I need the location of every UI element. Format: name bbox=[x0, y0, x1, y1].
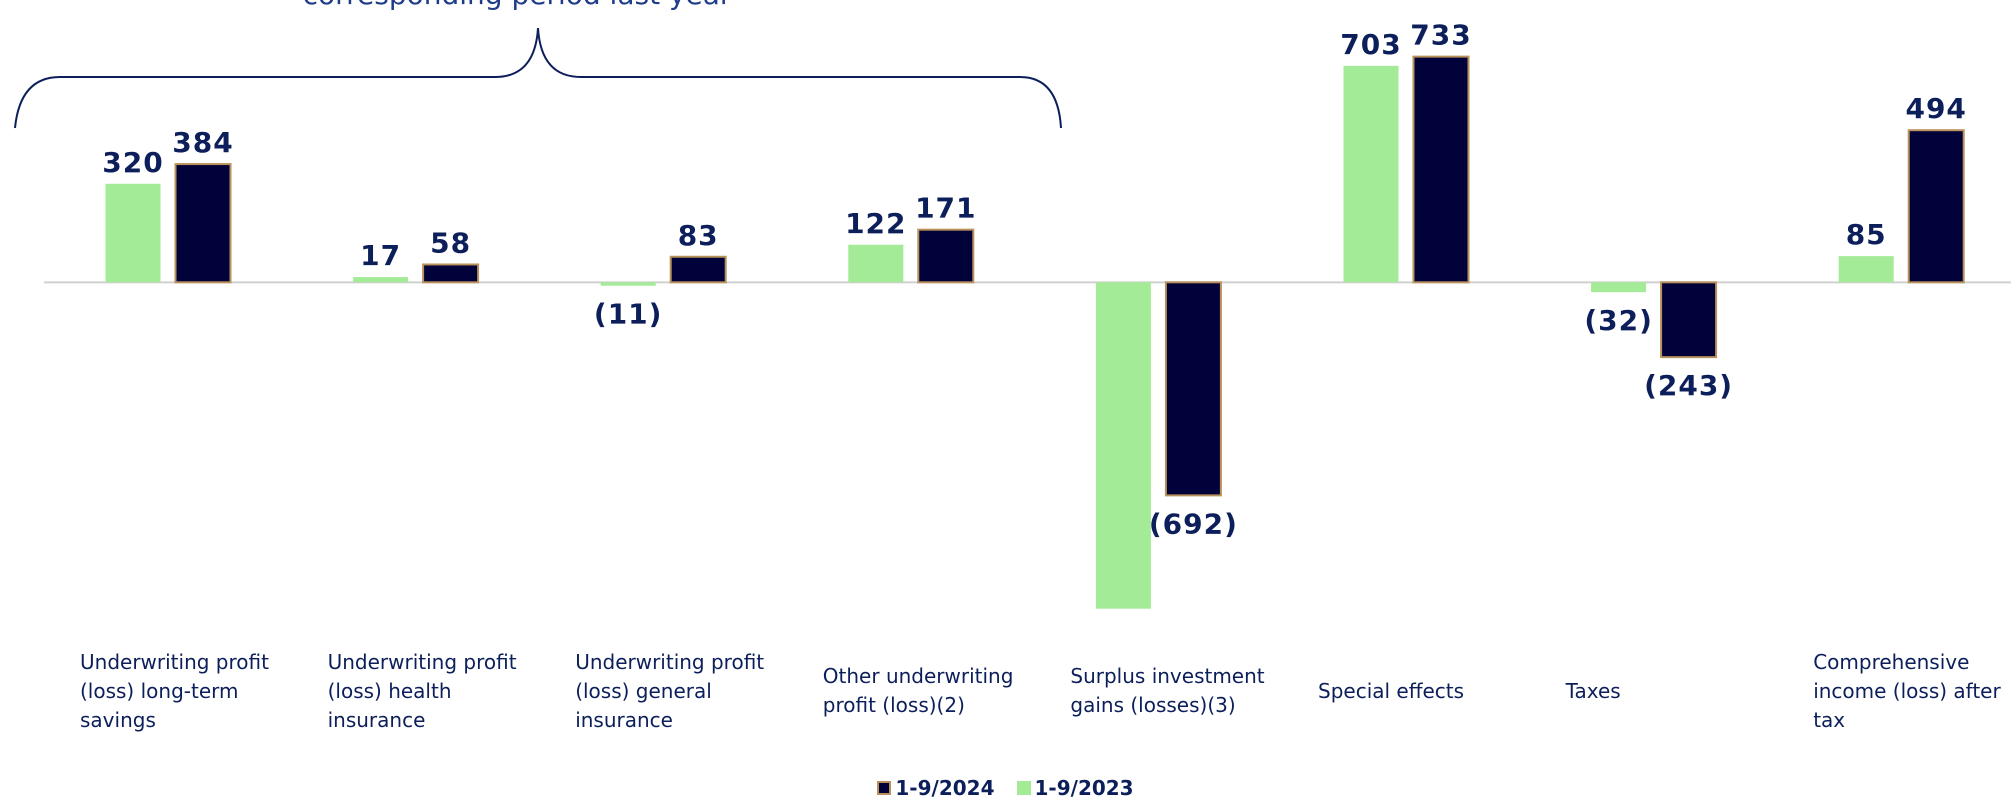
category-label: Taxes bbox=[1565, 678, 1621, 703]
bar bbox=[848, 244, 904, 283]
value-label: 320 bbox=[102, 146, 163, 179]
bar bbox=[1343, 65, 1399, 283]
bar bbox=[1838, 256, 1894, 283]
bar bbox=[174, 163, 232, 284]
bar bbox=[105, 183, 161, 283]
value-label: 17 bbox=[360, 239, 401, 272]
legend-label: 1-9/2023 bbox=[1034, 776, 1134, 800]
category-label: Other underwriting profit (loss)(2) bbox=[822, 664, 1014, 717]
bar bbox=[353, 277, 409, 283]
category-label: Surplus investment gains (losses)(3) bbox=[1070, 664, 1265, 717]
value-label: 171 bbox=[915, 192, 976, 225]
value-label: (32) bbox=[1584, 304, 1653, 337]
category-label: Comprehensive income (loss) after tax bbox=[1813, 649, 2001, 732]
bar bbox=[917, 228, 975, 284]
value-label: (692) bbox=[1149, 507, 1238, 540]
bar bbox=[422, 263, 480, 284]
category-label: Special effects bbox=[1318, 678, 1465, 703]
value-label: (11) bbox=[594, 298, 663, 331]
bar bbox=[600, 282, 656, 286]
bar bbox=[1591, 282, 1647, 293]
bar bbox=[1907, 129, 1965, 284]
value-label: 85 bbox=[1846, 218, 1887, 251]
bar bbox=[669, 255, 727, 284]
value-label: 733 bbox=[1410, 19, 1471, 52]
value-label: 83 bbox=[678, 219, 719, 252]
value-label: 494 bbox=[1905, 92, 1966, 125]
value-label: 122 bbox=[845, 207, 906, 240]
bar bbox=[1660, 281, 1718, 359]
value-label: 703 bbox=[1340, 28, 1401, 61]
category-label: Underwriting profit (loss) health insura… bbox=[327, 649, 517, 732]
legend-label: 1-9/2024 bbox=[895, 776, 995, 800]
category-label: Underwriting profit (loss) general insur… bbox=[575, 649, 765, 732]
bar bbox=[1164, 281, 1222, 497]
category-label: Underwriting profit (loss) long-term sav… bbox=[80, 649, 269, 732]
annotation: corresponding period last year bbox=[303, 0, 732, 11]
legend: 1-9/2024 1-9/2023 bbox=[0, 776, 2011, 800]
bracket bbox=[14, 27, 1062, 129]
legend-item: 1-9/2023 bbox=[1016, 776, 1134, 800]
value-label: 58 bbox=[430, 226, 471, 259]
legend-item: 1-9/2024 bbox=[877, 776, 995, 800]
bar bbox=[1095, 282, 1151, 609]
value-label: (243) bbox=[1644, 369, 1733, 402]
legend-swatch bbox=[877, 781, 892, 795]
bar bbox=[1412, 55, 1470, 284]
value-label: 384 bbox=[172, 126, 233, 159]
legend-swatch bbox=[1016, 781, 1031, 795]
